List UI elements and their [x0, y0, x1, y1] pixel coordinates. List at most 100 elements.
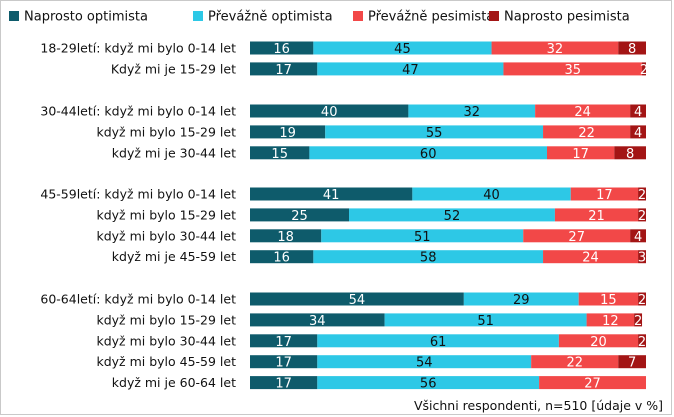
- data-label: 32: [547, 42, 564, 57]
- data-label: 16: [273, 251, 290, 266]
- category-label: Když mi je 15-29 let: [111, 61, 236, 76]
- data-label: 4: [634, 105, 642, 120]
- data-label: 15: [271, 147, 288, 162]
- data-label: 3: [638, 251, 646, 266]
- data-label: 8: [626, 147, 634, 162]
- bar-segment: [325, 125, 544, 139]
- data-label: 2: [634, 314, 642, 329]
- bar-segment: [638, 334, 646, 348]
- category-label: 30-44letí: když mi bylo 0-14 let: [40, 104, 236, 119]
- bar-segment: [250, 292, 464, 306]
- data-label: 54: [349, 293, 366, 308]
- data-label: 51: [477, 314, 494, 329]
- data-label: 8: [628, 42, 636, 57]
- data-label: 18: [277, 230, 294, 245]
- data-label: 29: [513, 293, 530, 308]
- data-label: 4: [634, 230, 642, 245]
- bar-segment: [531, 355, 619, 369]
- bar-segment: [250, 62, 318, 76]
- bar-segment: [558, 334, 639, 348]
- footnote: Všichni respondenti, n=510 [údaje v %]: [414, 398, 663, 413]
- bar-segment: [250, 334, 318, 348]
- bar-segment: [618, 355, 646, 369]
- category-label: 45-59letí: když mi bylo 0-14 let: [40, 187, 236, 202]
- data-label: 58: [420, 251, 437, 266]
- bar-segment: [250, 376, 318, 390]
- data-label: 2: [638, 209, 646, 224]
- bar-segment: [250, 146, 310, 160]
- bar-segment: [634, 313, 643, 327]
- bar-segment: [535, 104, 631, 118]
- bar-segment: [412, 187, 571, 201]
- category-label: když mi je 60-64 let: [112, 375, 236, 390]
- bar-segment: [313, 250, 544, 264]
- category-label: když mi bylo 30-44 let: [96, 333, 236, 348]
- data-label: 15: [600, 293, 617, 308]
- data-label: 2: [638, 335, 646, 350]
- bar-segment: [250, 313, 385, 327]
- category-label: 60-64letí: když mi bylo 0-14 let: [40, 292, 236, 307]
- bar-segment: [250, 41, 314, 55]
- legend-swatch: [193, 11, 203, 21]
- bar-segment: [638, 292, 646, 306]
- bar-segment: [313, 41, 492, 55]
- legend-label: Převážně optimista: [208, 10, 333, 25]
- legend-swatch: [489, 11, 499, 21]
- data-label: 41: [323, 188, 340, 203]
- legend-swatch: [9, 11, 19, 21]
- data-label: 35: [564, 63, 581, 78]
- data-label: 40: [321, 105, 338, 120]
- bar-segment: [321, 229, 524, 243]
- data-label: 17: [596, 188, 613, 203]
- bar-segment: [543, 125, 631, 139]
- bar-segment: [503, 62, 643, 76]
- data-label: 21: [588, 209, 605, 224]
- data-label: 55: [426, 126, 443, 141]
- legend-label: Převážně pesimista: [368, 10, 494, 25]
- data-label: 51: [414, 230, 431, 245]
- bar-segment: [250, 104, 409, 118]
- data-label: 17: [275, 63, 292, 78]
- data-label: 2: [638, 293, 646, 308]
- bar-segment: [630, 229, 646, 243]
- bar-segment: [543, 250, 639, 264]
- bar-segment: [309, 146, 547, 160]
- legend-swatch: [353, 11, 363, 21]
- data-label: 25: [291, 209, 308, 224]
- bar-segment: [539, 376, 646, 390]
- category-label: když mi bylo 15-29 let: [96, 207, 236, 222]
- data-label: 17: [275, 335, 292, 350]
- bar-segment: [618, 41, 646, 55]
- category-label: když mi bylo 15-29 let: [96, 312, 236, 327]
- bar-segment: [547, 146, 615, 160]
- bar-segment: [586, 313, 635, 327]
- category-label: když mi bylo 30-44 let: [96, 228, 236, 243]
- category-label: když mi bylo 15-29 let: [96, 124, 236, 139]
- data-label: 24: [574, 105, 591, 120]
- bar-segment: [317, 334, 559, 348]
- bar-segment: [570, 187, 639, 201]
- data-label: 22: [578, 126, 595, 141]
- data-label: 12: [602, 314, 619, 329]
- bar-segment: [349, 208, 555, 222]
- bar-segment: [638, 187, 646, 201]
- bar-segment: [578, 292, 639, 306]
- bar-segment: [642, 62, 646, 76]
- data-label: 56: [420, 377, 437, 392]
- bar-segment: [554, 208, 639, 222]
- bar-segment: [630, 125, 646, 139]
- data-label: 16: [273, 42, 290, 57]
- data-label: 27: [568, 230, 585, 245]
- bar-segment: [630, 104, 646, 118]
- data-label: 47: [402, 63, 419, 78]
- bar-segment: [250, 229, 322, 243]
- bar-segment: [408, 104, 536, 118]
- data-label: 24: [582, 251, 599, 266]
- data-label: 60: [420, 147, 437, 162]
- data-label: 20: [590, 335, 607, 350]
- bar-segment: [250, 355, 318, 369]
- data-label: 52: [444, 209, 461, 224]
- bar-segment: [250, 125, 326, 139]
